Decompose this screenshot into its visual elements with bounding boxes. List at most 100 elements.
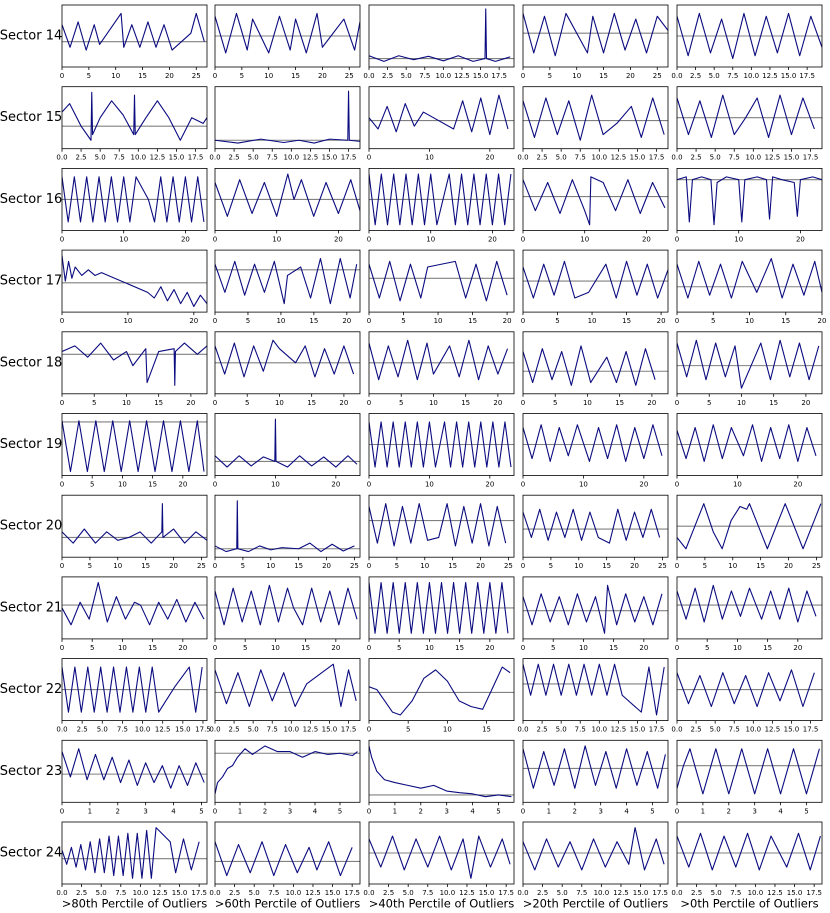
x-tick-label: 5.0 — [403, 889, 414, 897]
light-curve — [62, 12, 205, 51]
x-tick-label: 7.5 — [727, 72, 738, 80]
x-tick-label: 0 — [675, 807, 679, 815]
plot-area — [215, 418, 360, 468]
x-tick-label: 20 — [485, 644, 494, 652]
plot-area — [369, 835, 514, 879]
x-tick-label: 0 — [675, 562, 679, 570]
light-curve — [677, 424, 817, 462]
panel: 0 10 20 — [675, 167, 823, 243]
light-curve — [62, 827, 200, 879]
x-tick-label: 0 — [367, 317, 371, 325]
plot-area — [523, 663, 668, 716]
x-tick-label: 5 — [549, 562, 553, 570]
x-tick-label: 10 — [588, 317, 597, 325]
light-curve — [369, 94, 509, 136]
x-tick-label: 5 — [703, 562, 707, 570]
panel: 0 1 2 3 4 5 — [675, 739, 823, 815]
panel-frame — [214, 86, 361, 150]
panel: 0 5 10 15 20 — [675, 576, 823, 652]
x-tick-label: 17.5 — [498, 889, 514, 897]
panel: 0 10 20 — [367, 86, 515, 162]
x-tick-label: 2.5 — [691, 154, 702, 162]
plot-area — [677, 339, 822, 389]
x-tick-label: 20 — [657, 317, 666, 325]
x-tick-label: 0 — [60, 317, 64, 325]
x-tick-label: 7.5 — [730, 889, 741, 897]
x-tick-label: 10 — [443, 726, 452, 734]
x-tick-label: 15 — [769, 399, 778, 407]
x-tick-label: 7.5 — [117, 726, 128, 734]
x-tick-label: 15.0 — [175, 726, 191, 734]
x-tick-label: 0 — [213, 481, 217, 489]
plot-area — [677, 748, 822, 795]
x-tick-label: 15 — [301, 644, 310, 652]
light-curve — [215, 12, 360, 54]
panel: 0 5 10 15 20 — [521, 576, 669, 652]
x-tick-label: 2 — [727, 807, 731, 815]
x-tick-label: 12.5 — [305, 889, 321, 897]
light-curve — [523, 424, 663, 462]
x-tick-label: 17.5 — [649, 154, 665, 162]
x-tick-label: 20 — [647, 399, 656, 407]
plot-area — [369, 260, 514, 302]
panel: 0 10 20 — [521, 413, 669, 489]
x-tick-label: 2 — [116, 807, 120, 815]
x-tick-label: 20 — [331, 481, 340, 489]
x-tick-label: 0 — [675, 235, 679, 243]
x-tick-label: 4 — [470, 807, 475, 815]
x-tick-label: 3 — [288, 807, 292, 815]
plot-area — [215, 663, 360, 708]
x-tick-label: 5 — [395, 562, 399, 570]
x-tick-label: 5.0 — [709, 72, 720, 80]
panel-frame — [368, 331, 515, 395]
x-tick-label: 5.0 — [248, 154, 259, 162]
x-tick-label: 10 — [429, 399, 438, 407]
row-label: Sector 19 — [0, 437, 62, 452]
light-curve — [369, 581, 509, 634]
x-tick-label: 10 — [580, 235, 589, 243]
x-tick-label: 15 — [148, 644, 157, 652]
x-tick-label: 20 — [801, 399, 810, 407]
panel-frame — [522, 86, 669, 150]
x-tick-label: 5 — [246, 317, 250, 325]
x-tick-label: 20 — [339, 399, 348, 407]
panel: 0 1 2 3 4 5 Sector 23 — [0, 739, 208, 815]
x-tick-label: 20 — [322, 562, 331, 570]
x-tick-label: 2.5 — [229, 889, 240, 897]
plot-area — [369, 666, 514, 716]
x-tick-label: 20 — [818, 317, 827, 325]
plot-area — [62, 91, 207, 141]
panel-frame — [676, 86, 823, 150]
x-tick-label: 15.0 — [630, 154, 646, 162]
row-label: Sector 14 — [0, 29, 62, 44]
panel-frame — [676, 249, 823, 313]
x-tick-label: 20 — [639, 644, 648, 652]
x-tick-label: 20 — [169, 562, 178, 570]
x-tick-label: 5 — [243, 644, 247, 652]
panel: 0 5 10 15 20 — [367, 331, 515, 407]
light-curve — [215, 258, 358, 305]
x-tick-label: 0 — [367, 644, 371, 652]
panel: 0 5 10 15 20 — [213, 576, 361, 652]
plot-area — [215, 12, 360, 54]
x-tick-label: 20 — [485, 154, 494, 162]
x-tick-label: 4 — [313, 807, 318, 815]
plot-area — [523, 424, 668, 462]
x-tick-label: 15 — [307, 399, 316, 407]
x-tick-label: 10.0 — [748, 889, 764, 897]
panel-frame — [368, 494, 515, 558]
x-tick-label: 15 — [309, 317, 318, 325]
x-tick-label: 5.0 — [97, 726, 108, 734]
panel-frame — [214, 739, 361, 803]
x-tick-label: 15 — [756, 562, 765, 570]
x-tick-label: 2 — [573, 807, 577, 815]
light-curve — [62, 748, 205, 789]
x-tick-label: 0 — [60, 644, 64, 652]
x-tick-label: 10 — [572, 72, 581, 80]
x-tick-label: 25 — [197, 562, 206, 570]
x-tick-label: 20 — [796, 235, 805, 243]
x-tick-label: 12.5 — [611, 154, 627, 162]
x-tick-label: 10 — [426, 235, 435, 243]
x-tick-label: 15 — [461, 399, 470, 407]
plot-area — [215, 258, 360, 305]
